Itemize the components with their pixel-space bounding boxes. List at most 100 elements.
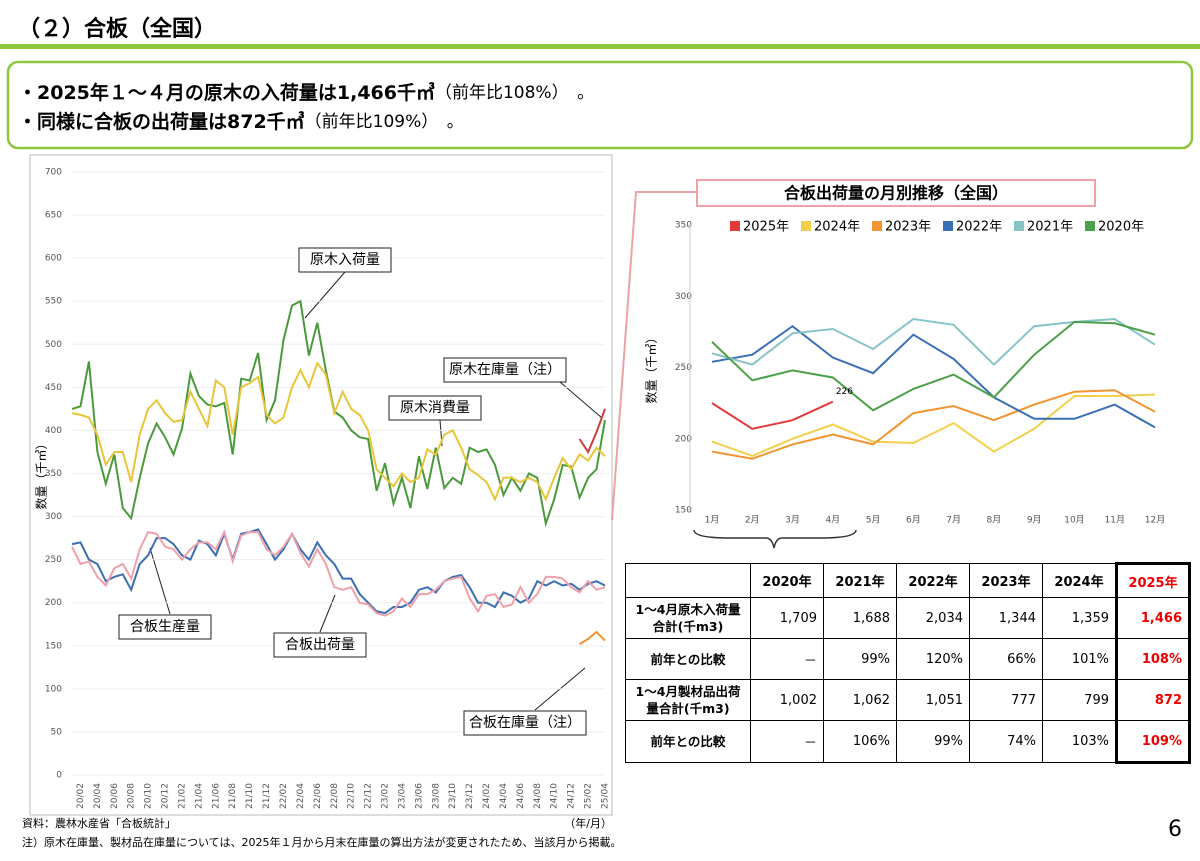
table-cell: －	[750, 720, 824, 763]
x-tick-label: 1月	[705, 515, 720, 526]
legend-label: 2024年	[814, 220, 860, 235]
series-line	[71, 529, 606, 617]
table-cell: 1～4月原木入荷量合計(千m3)	[625, 597, 751, 639]
x-tick-label: 21/12	[262, 783, 272, 809]
table-cell: 前年との比較	[625, 720, 751, 763]
summary-rest: （前年比109%） 。	[305, 112, 464, 132]
x-tick-label: 22/12	[364, 783, 374, 809]
series-line	[71, 299, 606, 528]
x-tick-label: 23/04	[397, 783, 407, 809]
y-tick-label: 100	[45, 684, 62, 694]
annotation: 原木消費量	[400, 400, 470, 416]
x-tick-label: 21/02	[177, 783, 187, 809]
x-tick-label: 11月	[1105, 515, 1125, 526]
table-cell: 872	[1115, 679, 1191, 721]
legend-swatch	[872, 221, 882, 231]
leader	[559, 381, 603, 419]
series-line	[71, 528, 606, 615]
y-tick-label: 700	[45, 168, 62, 178]
annotation: 原木入荷量	[310, 252, 380, 268]
x-tick-label: 5月	[866, 515, 881, 526]
table-cell: 2,034	[896, 597, 970, 639]
x-tick-label: 23/08	[431, 783, 441, 809]
x-axis-label: （年/月）	[564, 816, 612, 830]
annotation-box	[388, 395, 482, 421]
summary-bold: ・同様に合板の出荷量は872千㎥	[18, 110, 305, 133]
y-tick-label: 250	[45, 555, 62, 565]
x-tick-label: 23/12	[465, 783, 475, 809]
y-tick-label: 50	[51, 727, 63, 737]
legend-swatch	[943, 221, 953, 231]
left-chart-frame	[29, 154, 613, 816]
annotation: 合板生産量	[130, 619, 200, 635]
x-tick-label: 6月	[906, 515, 921, 526]
table-cell: 99%	[896, 720, 970, 763]
connector	[611, 191, 697, 521]
x-tick-label: 20/02	[76, 783, 86, 809]
table-cell: 2021年	[823, 563, 897, 598]
table-cell: 1,709	[750, 597, 824, 639]
summary-bold: ・2025年１～４月の原木の入荷量は1,466千㎥	[18, 81, 435, 104]
x-tick-label: 23/02	[381, 783, 391, 809]
x-tick-label: 22/02	[279, 783, 289, 809]
y-tick-label: 350	[675, 221, 692, 231]
leader	[304, 271, 346, 319]
table-cell: 1,359	[1042, 597, 1117, 639]
table-cell: －	[750, 638, 824, 680]
series-line	[711, 393, 1156, 457]
y-tick-label: 450	[45, 383, 62, 393]
table-cell: 2024年	[1042, 563, 1117, 598]
table-cell: 777	[969, 679, 1043, 721]
legend-label: 2022年	[956, 220, 1002, 235]
series-line	[71, 361, 606, 502]
table-cell: 74%	[969, 720, 1043, 763]
legend-label: 2025年	[743, 220, 789, 235]
x-tick-label: 20/10	[144, 783, 154, 809]
x-tick-label: 21/08	[228, 783, 238, 809]
leaders	[149, 271, 603, 711]
x-tick-label: 22/08	[330, 783, 340, 809]
note: 注）原木在庫量、製材品在庫量については、2025年１月から月末在庫量の算出方法が…	[22, 835, 621, 849]
page-title: （２）合板（全国）	[18, 16, 216, 42]
y-tick-label: 300	[675, 292, 692, 302]
data-label: 226	[836, 387, 853, 397]
x-tick-label: 10月	[1064, 515, 1084, 526]
y-tick-label: 300	[45, 512, 62, 522]
table-cell: 2023年	[969, 563, 1043, 598]
legend-swatch	[1085, 221, 1095, 231]
table-row: 1～4月原木入荷量合計(千m3) 1,709 1,688 2,034 1,344 1,35…	[625, 597, 1191, 639]
table-cell: 1,051	[896, 679, 970, 721]
table-cell: 101%	[1042, 638, 1117, 680]
series-line	[711, 389, 1156, 460]
annotation-box	[443, 357, 567, 383]
x-tick-label: 21/10	[245, 783, 255, 809]
x-tick-label: 20/06	[110, 783, 120, 809]
leader	[319, 594, 336, 633]
table-cell: 103%	[1042, 720, 1117, 763]
table-cell: 1,062	[823, 679, 897, 721]
annotation-box	[463, 710, 587, 736]
table-cell: 99%	[823, 638, 897, 680]
table-row: 2020年 2021年 2022年 2023年 2024年 2025年	[625, 562, 1191, 598]
x-tick-label: 20/04	[93, 783, 103, 809]
y-tick-label: 0	[56, 771, 62, 781]
table-cell: 2025年	[1115, 562, 1191, 598]
legend-label: 2023年	[885, 220, 931, 235]
y-tick-label: 350	[45, 469, 62, 479]
y-axis-label: 数量（千㎥）	[644, 331, 659, 403]
x-tick-label: 23/10	[448, 783, 458, 809]
x-tick-label: 9月	[1027, 515, 1042, 526]
x-tick-label: 24/04	[499, 783, 509, 809]
x-tick-label: 4月	[825, 515, 840, 526]
summary-line: ・2025年１～４月の原木の入荷量は1,466千㎥（前年比108%） 。	[18, 81, 594, 104]
summary-line: ・同様に合板の出荷量は872千㎥（前年比109%） 。	[18, 110, 464, 133]
annotation: 合板在庫量（注）	[469, 714, 581, 731]
x-tick-label: 23/06	[414, 783, 424, 809]
page-number: 6	[1168, 817, 1182, 842]
series-line	[711, 324, 1156, 429]
y-tick-label: 200	[675, 434, 692, 444]
title-rule	[0, 44, 1200, 49]
right-title-box	[696, 179, 1096, 207]
y-tick-label: 600	[45, 254, 62, 264]
